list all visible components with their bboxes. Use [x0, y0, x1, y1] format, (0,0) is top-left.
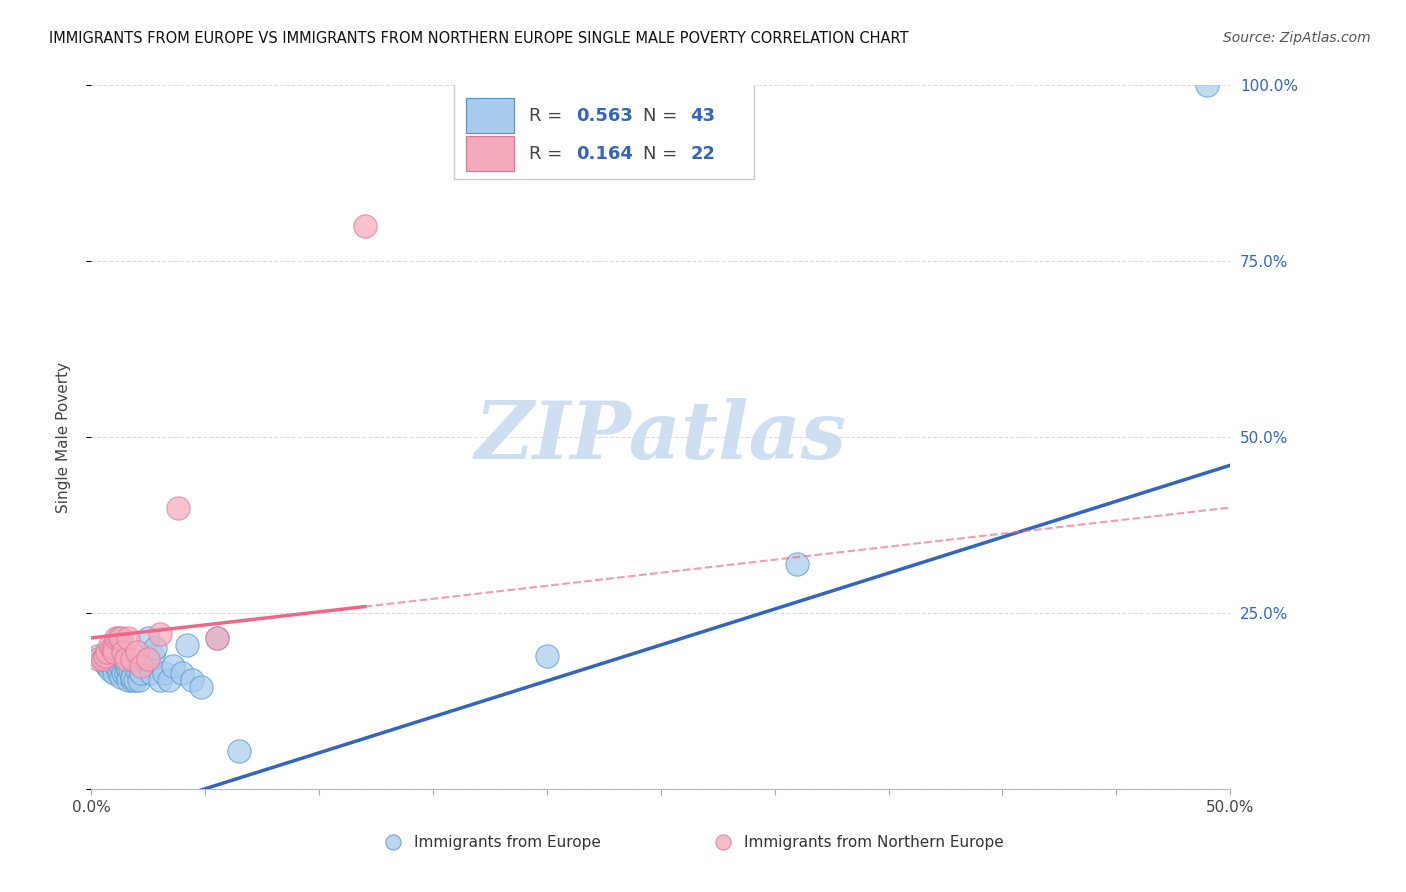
Text: 0.563: 0.563	[576, 107, 634, 125]
Text: R =: R =	[529, 145, 568, 163]
Point	[103, 641, 125, 656]
Point	[149, 627, 172, 641]
Point	[121, 673, 143, 688]
Point	[228, 744, 250, 758]
Point	[121, 652, 143, 666]
Text: 22: 22	[690, 145, 716, 163]
Point	[786, 557, 808, 571]
Point	[125, 645, 148, 659]
Point	[353, 219, 375, 233]
Point	[142, 648, 165, 663]
Point	[205, 631, 228, 645]
Point	[121, 670, 143, 684]
Point	[205, 631, 228, 645]
Point	[117, 631, 139, 645]
Point	[172, 666, 194, 681]
Point	[128, 673, 150, 688]
Point	[176, 638, 198, 652]
Point	[94, 656, 117, 670]
Point	[139, 666, 162, 681]
Text: Source: ZipAtlas.com: Source: ZipAtlas.com	[1223, 31, 1371, 45]
Text: R =: R =	[529, 107, 568, 125]
Point	[153, 666, 176, 681]
Point	[101, 641, 124, 656]
Point	[91, 652, 114, 666]
Point	[149, 673, 172, 688]
Point	[1344, 835, 1367, 849]
Point	[112, 666, 135, 681]
Point	[98, 638, 121, 652]
Point	[114, 659, 136, 673]
Text: Immigrants from Northern Europe: Immigrants from Northern Europe	[744, 835, 1004, 850]
Point	[162, 659, 184, 673]
Point	[98, 645, 121, 659]
Point	[117, 673, 139, 688]
Point	[107, 631, 129, 645]
Text: 43: 43	[690, 107, 716, 125]
Point	[105, 631, 128, 645]
Point	[114, 666, 136, 681]
Point	[131, 666, 153, 681]
Point	[167, 500, 190, 515]
FancyBboxPatch shape	[465, 98, 515, 134]
Point	[101, 659, 124, 673]
Point	[117, 663, 139, 677]
Point	[180, 673, 202, 688]
Point	[105, 659, 128, 673]
Point	[107, 666, 129, 681]
Point	[143, 641, 166, 656]
FancyBboxPatch shape	[465, 136, 515, 171]
Point	[110, 659, 132, 673]
Point	[87, 652, 110, 666]
Point	[120, 663, 142, 677]
Point	[87, 648, 110, 663]
Point	[536, 648, 558, 663]
Point	[91, 652, 114, 666]
Point	[98, 663, 121, 677]
Y-axis label: Single Male Poverty: Single Male Poverty	[56, 361, 70, 513]
Point	[131, 659, 153, 673]
Point	[125, 663, 148, 677]
Text: 0.164: 0.164	[576, 145, 634, 163]
Point	[103, 666, 125, 681]
Point	[124, 673, 146, 688]
Point	[138, 631, 160, 645]
FancyBboxPatch shape	[454, 83, 754, 179]
Text: N =: N =	[643, 145, 682, 163]
Point	[110, 670, 132, 684]
Point	[103, 645, 125, 659]
Point	[96, 659, 118, 673]
Point	[96, 645, 118, 659]
Point	[683, 835, 706, 849]
Text: Immigrants from Europe: Immigrants from Europe	[413, 835, 600, 850]
Point	[110, 631, 132, 645]
Point	[112, 645, 135, 659]
Text: IMMIGRANTS FROM EUROPE VS IMMIGRANTS FROM NORTHERN EUROPE SINGLE MALE POVERTY CO: IMMIGRANTS FROM EUROPE VS IMMIGRANTS FRO…	[49, 31, 908, 46]
Point	[114, 652, 136, 666]
Point	[103, 652, 125, 666]
Point	[94, 648, 117, 663]
Point	[1197, 78, 1219, 92]
Point	[135, 652, 157, 666]
Point	[190, 680, 212, 694]
Point	[138, 652, 160, 666]
Point	[157, 673, 180, 688]
Text: N =: N =	[643, 107, 682, 125]
Text: ZIPatlas: ZIPatlas	[475, 399, 846, 475]
